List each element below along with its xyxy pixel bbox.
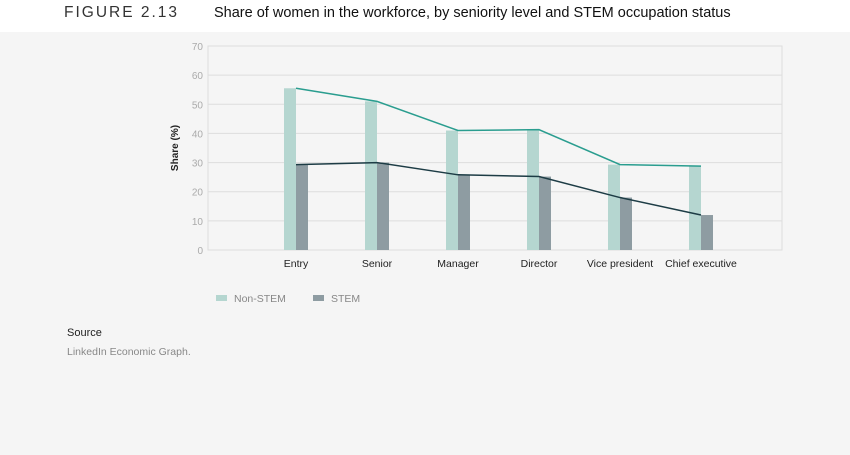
x-tick-label: Vice president: [587, 258, 653, 270]
chart-title: Share of women in the workforce, by seni…: [214, 5, 731, 21]
bar-non-stem: [284, 88, 296, 250]
header: FIGURE 2.13 Share of women in the workfo…: [0, 0, 850, 32]
x-tick-label: Chief executive: [665, 258, 737, 270]
y-tick-label: 50: [192, 100, 204, 111]
y-tick-label: 60: [192, 71, 204, 82]
x-tick-label: Director: [521, 258, 558, 270]
legend-swatch: [313, 295, 324, 301]
x-tick-label: Senior: [362, 258, 393, 270]
y-tick-label: 0: [197, 246, 203, 257]
bar-non-stem: [365, 101, 377, 250]
source-text: LinkedIn Economic Graph.: [67, 346, 191, 358]
y-tick-label: 30: [192, 159, 204, 170]
bar-non-stem: [446, 130, 458, 250]
bar-non-stem: [689, 166, 701, 250]
bar-stem: [296, 164, 308, 250]
bar-stem: [377, 162, 389, 250]
legend-label: Non-STEM: [234, 293, 286, 305]
source-heading: Source: [67, 327, 102, 339]
line-non-stem: [295, 87, 702, 167]
bar-non-stem: [527, 129, 539, 250]
legend-label: STEM: [331, 293, 360, 305]
y-tick-label: 10: [192, 217, 204, 228]
y-tick-label: 20: [192, 188, 204, 199]
bar-stem: [701, 215, 713, 250]
line-stem: [295, 161, 702, 216]
x-tick-label: Manager: [437, 258, 479, 270]
bar-stem: [458, 174, 470, 250]
y-tick-label: 70: [192, 42, 204, 53]
x-tick-label: Entry: [284, 258, 309, 270]
y-axis-label: Share (%): [170, 125, 181, 171]
bar-stem: [620, 197, 632, 250]
figure-label: FIGURE 2.13: [64, 4, 180, 21]
y-tick-label: 40: [192, 129, 204, 140]
bar-non-stem: [608, 164, 620, 250]
bar-stem: [539, 176, 551, 250]
legend-swatch: [216, 295, 227, 301]
